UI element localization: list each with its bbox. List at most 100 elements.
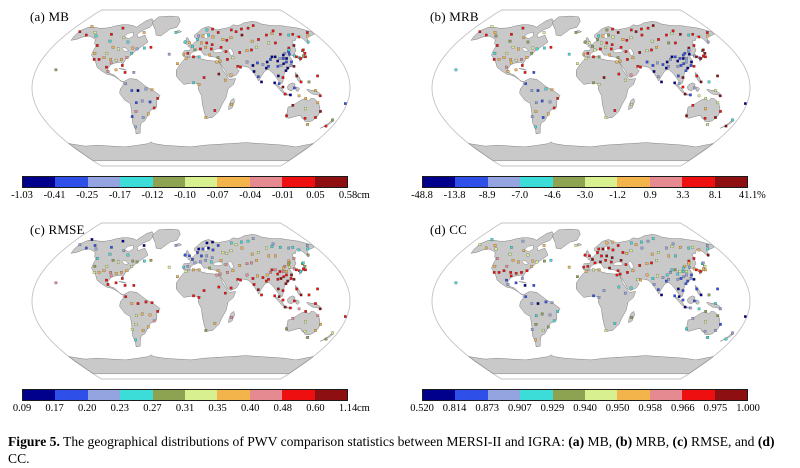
station-dot xyxy=(219,45,223,49)
station-dot xyxy=(692,257,696,260)
station-dot xyxy=(301,261,305,265)
station-dot xyxy=(299,270,302,273)
station-dot xyxy=(691,32,695,36)
station-dot xyxy=(130,115,134,118)
station-dot xyxy=(231,269,235,273)
station-dot xyxy=(493,51,497,55)
station-dot xyxy=(319,110,322,113)
station-dot xyxy=(567,265,571,269)
station-dot xyxy=(621,251,625,254)
station-dot xyxy=(223,78,227,82)
colorbar-segment xyxy=(217,390,250,400)
station-dot xyxy=(182,265,186,269)
station-dot xyxy=(681,53,685,57)
station-dot xyxy=(597,296,601,299)
station-dot xyxy=(743,102,747,105)
station-dot xyxy=(305,31,309,34)
station-dot xyxy=(236,277,240,281)
station-dot xyxy=(197,296,201,299)
station-dot xyxy=(604,329,608,332)
station-dot xyxy=(286,279,290,283)
station-dot xyxy=(245,49,249,53)
station-dot xyxy=(105,51,109,55)
station-dot xyxy=(692,64,696,68)
station-dot xyxy=(509,271,513,274)
station-dot xyxy=(197,83,201,86)
station-dot xyxy=(319,323,322,326)
station-dot xyxy=(291,245,295,249)
station-dot xyxy=(695,74,699,78)
station-dot xyxy=(218,59,222,63)
station-dot xyxy=(697,307,701,311)
station-dot xyxy=(289,64,293,67)
colorbar-tick: -8.9 xyxy=(478,190,496,201)
station-dot xyxy=(682,275,686,279)
colorbar-segment xyxy=(55,177,88,187)
station-dot xyxy=(209,260,213,264)
colorbar-tick: 0.950 xyxy=(605,403,630,414)
station-dot xyxy=(677,82,681,86)
station-dot xyxy=(273,268,277,272)
station-dot xyxy=(90,238,94,241)
station-dot xyxy=(636,277,640,281)
station-dot xyxy=(250,252,254,256)
station-dot xyxy=(690,60,693,64)
station-dot xyxy=(667,64,670,68)
station-dot xyxy=(265,246,268,250)
station-dot xyxy=(517,260,520,264)
station-dot xyxy=(257,38,260,41)
colorbar-segment xyxy=(55,390,88,400)
station-dot xyxy=(686,66,690,70)
station-dot xyxy=(265,60,269,64)
station-dot xyxy=(205,254,209,258)
station-dot xyxy=(199,260,202,264)
station-dot xyxy=(131,259,135,263)
station-dot xyxy=(617,285,621,289)
station-dot xyxy=(211,248,215,252)
station-dot xyxy=(645,60,649,64)
station-dot xyxy=(292,257,296,260)
station-dot xyxy=(304,107,307,111)
station-dot xyxy=(230,316,233,319)
station-dot xyxy=(535,260,539,264)
colorbar-segment xyxy=(617,390,650,400)
station-dot xyxy=(714,329,717,332)
station-dot xyxy=(493,244,497,247)
station-dot xyxy=(629,28,633,32)
station-dot xyxy=(610,256,614,260)
station-dot xyxy=(152,319,156,323)
station-dot xyxy=(495,44,499,47)
station-dot xyxy=(202,76,206,79)
landmass xyxy=(720,117,734,129)
station-dot xyxy=(724,337,728,341)
station-dot xyxy=(544,87,548,91)
station-dot xyxy=(156,97,160,100)
station-dot xyxy=(274,254,277,258)
station-dot xyxy=(586,264,590,268)
station-dot xyxy=(273,294,277,298)
colorbar-unit: % xyxy=(757,190,766,201)
station-dot xyxy=(567,52,571,56)
station-dot xyxy=(650,39,654,43)
station-dot xyxy=(134,314,138,318)
station-dot xyxy=(678,32,682,36)
landmass xyxy=(152,15,181,37)
station-dot xyxy=(121,26,125,30)
station-dot xyxy=(605,241,609,245)
station-dot xyxy=(674,254,677,258)
station-dot xyxy=(143,259,146,263)
station-dot xyxy=(530,264,534,268)
station-dot xyxy=(670,55,674,59)
landmass xyxy=(695,86,700,92)
station-dot xyxy=(656,274,659,278)
landmass xyxy=(118,68,127,71)
station-dot xyxy=(215,273,219,277)
station-dot xyxy=(132,71,136,74)
station-dot xyxy=(299,80,303,84)
landmass xyxy=(470,231,555,296)
station-dot xyxy=(105,65,108,69)
station-dot xyxy=(599,47,602,51)
station-dot xyxy=(270,245,274,248)
station-dot xyxy=(609,260,613,264)
station-dot xyxy=(124,295,128,299)
